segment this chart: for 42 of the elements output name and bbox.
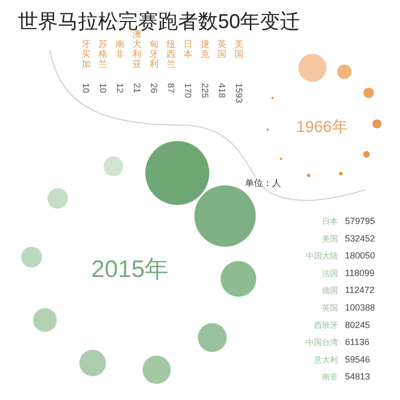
category-label: 捷克 bbox=[200, 39, 210, 59]
data-label: 112472 bbox=[345, 285, 374, 296]
data-label: 418 bbox=[217, 83, 227, 98]
data-label: 59546 bbox=[345, 354, 370, 364]
data-label: 1593 bbox=[234, 83, 244, 104]
data-label: 225 bbox=[200, 83, 210, 98]
category-label: 英国 bbox=[322, 304, 338, 312]
data-label: 180050 bbox=[345, 250, 376, 261]
category-label: 日本 bbox=[322, 217, 338, 226]
data-label: 80245 bbox=[345, 320, 370, 330]
category-label: 英国 bbox=[218, 39, 226, 59]
data-label: 100388 bbox=[345, 302, 376, 312]
data-label: 10 bbox=[98, 83, 108, 94]
data-label: 170 bbox=[183, 83, 193, 98]
category-label: 法国 bbox=[322, 268, 338, 278]
data-label: 579795 bbox=[345, 216, 376, 226]
data-label: 10 bbox=[81, 83, 91, 94]
text: 1966年 bbox=[296, 119, 348, 136]
category-label: 纽西兰 bbox=[166, 39, 176, 69]
category-label: 日本 bbox=[184, 39, 192, 59]
category-label: 南非 bbox=[322, 372, 338, 382]
data-label: 21 bbox=[132, 83, 142, 94]
category-label: 匈牙利 bbox=[150, 39, 158, 69]
data-label: 54813 bbox=[345, 372, 370, 382]
category-label: 西班牙 bbox=[314, 320, 338, 330]
category-label: 牙买加 bbox=[82, 39, 90, 69]
category-label: 中国大陆 bbox=[306, 252, 338, 261]
data-label: 87 bbox=[166, 83, 176, 94]
category-label: 南非 bbox=[116, 39, 124, 59]
category-label: 中国台湾 bbox=[306, 338, 338, 348]
category-label: 苏格兰 bbox=[98, 39, 108, 69]
category-label: 美国 bbox=[234, 39, 244, 59]
data-label: 12 bbox=[115, 83, 125, 94]
text: 2015年 bbox=[91, 256, 169, 283]
data-label: 532452 bbox=[345, 233, 376, 244]
data-label: 61136 bbox=[345, 337, 370, 348]
data-label: 118099 bbox=[345, 268, 374, 278]
category-label: 美国 bbox=[322, 234, 338, 244]
text: 单位：人 bbox=[245, 178, 281, 188]
data-label: 26 bbox=[149, 83, 159, 94]
category-label: 德国 bbox=[322, 286, 338, 296]
category-label: 意大利 bbox=[313, 355, 338, 364]
